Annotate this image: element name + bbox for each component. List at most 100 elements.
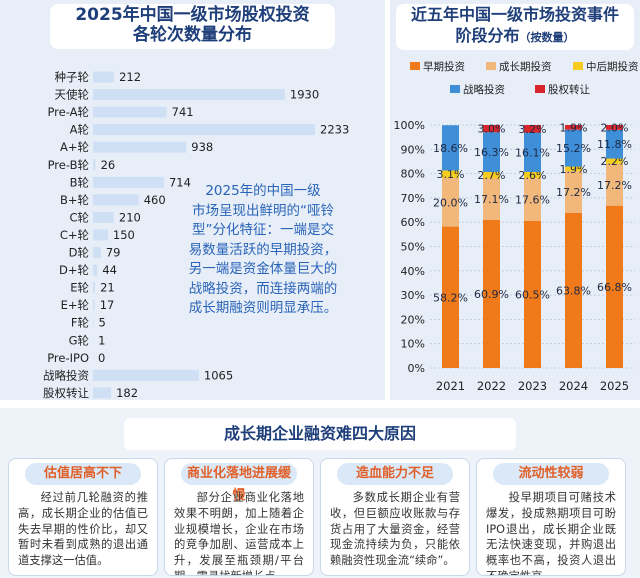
stack-segment bbox=[606, 125, 623, 130]
y-tick-label: 80% bbox=[401, 168, 425, 181]
category-label: E轮 bbox=[70, 281, 89, 295]
segment-label: 3.0% bbox=[478, 123, 506, 136]
reasons-header: 成长期企业融资难四大原因 bbox=[124, 418, 516, 450]
reason-card-text: 部分企业商业化落地效果不明朗，加上随着企业规模增长，企业在市场的竞争加剧、运营成… bbox=[174, 491, 304, 575]
legend-swatch bbox=[450, 85, 460, 93]
right-chart-title-note: （按数量） bbox=[519, 31, 575, 44]
bar bbox=[93, 89, 285, 101]
category-label: G轮 bbox=[69, 333, 90, 347]
stack-segment bbox=[442, 170, 459, 178]
right-chart-title-line2: 阶段分布 bbox=[455, 26, 520, 45]
stack-segment bbox=[524, 220, 541, 368]
quote-line: 2025年的中国一级 bbox=[205, 183, 321, 199]
segment-label: 1.9% bbox=[560, 121, 588, 134]
stack-segment bbox=[606, 205, 623, 368]
y-tick-label: 20% bbox=[401, 313, 425, 326]
value-label: 460 bbox=[144, 193, 166, 207]
category-label: 天使轮 bbox=[55, 88, 90, 102]
legend-label: 中后期投资 bbox=[586, 60, 639, 73]
reason-card-title: 商业化落地进展缓慢 bbox=[181, 463, 297, 503]
stack-segment bbox=[442, 125, 459, 171]
segment-label: 11.8% bbox=[597, 138, 632, 151]
bar bbox=[93, 176, 164, 188]
legend-swatch bbox=[535, 85, 545, 93]
segment-label: 17.6% bbox=[515, 194, 550, 207]
segment-label: 20.0% bbox=[433, 196, 468, 209]
value-label: 1065 bbox=[204, 368, 233, 382]
reason-card-title: 流动性较弱 bbox=[493, 463, 609, 485]
stack-segment bbox=[524, 171, 541, 179]
category-label: Pre-A轮 bbox=[47, 105, 89, 119]
category-label: D+轮 bbox=[59, 263, 89, 277]
stack-segment bbox=[524, 132, 541, 172]
bar bbox=[93, 387, 112, 399]
segment-label: 16.3% bbox=[474, 146, 509, 159]
legend-swatch bbox=[573, 62, 583, 70]
legend-label: 战略投资 bbox=[463, 83, 505, 96]
y-tick-label: 90% bbox=[401, 143, 425, 156]
stack-segment bbox=[483, 125, 500, 133]
value-label: 26 bbox=[101, 158, 116, 172]
bar bbox=[93, 141, 187, 153]
stack-segment bbox=[524, 125, 541, 133]
category-label: F轮 bbox=[71, 316, 90, 330]
segment-label: 3.1% bbox=[437, 168, 465, 181]
legend-label: 成长期投资 bbox=[499, 60, 552, 73]
bar bbox=[93, 264, 98, 276]
value-label: 150 bbox=[113, 228, 135, 242]
category-label: 股权转让 bbox=[43, 386, 89, 400]
stack-segment bbox=[483, 178, 500, 221]
segment-label: 16.1% bbox=[515, 146, 550, 159]
left-chart-title-line2: 各轮次数量分布 bbox=[133, 25, 252, 45]
bar bbox=[93, 247, 101, 258]
stack-segment bbox=[565, 166, 582, 172]
y-tick-label: 70% bbox=[401, 192, 425, 205]
bar bbox=[93, 299, 95, 311]
segment-label: 60.5% bbox=[515, 288, 550, 301]
stack-segment bbox=[483, 132, 500, 172]
category-label: B+轮 bbox=[60, 193, 90, 207]
category-label: A+轮 bbox=[60, 140, 90, 154]
bar bbox=[93, 282, 96, 294]
bar bbox=[93, 159, 96, 171]
value-label: 0 bbox=[98, 351, 105, 365]
segment-label: 2.6% bbox=[519, 169, 547, 182]
value-label: 938 bbox=[191, 140, 213, 154]
category-label: B轮 bbox=[70, 175, 90, 189]
right-chart-title: 近五年中国一级市场投资事件 阶段分布（按数量） bbox=[396, 4, 634, 50]
left-chart-title-line1: 2025年中国一级市场股权投资 bbox=[75, 5, 310, 25]
value-label: 79 bbox=[106, 246, 121, 260]
quote-line: 型”分化特征：一端是交 bbox=[192, 222, 334, 238]
reason-card: 造血能力不足 多数成长期企业有营收，但巨额应收账款与存货占用了大量资金，经营现金… bbox=[320, 458, 470, 576]
value-label: 210 bbox=[119, 210, 141, 224]
category-label: C轮 bbox=[69, 210, 89, 224]
value-label: 21 bbox=[100, 281, 115, 295]
y-tick-label: 10% bbox=[401, 338, 425, 351]
segment-label: 60.9% bbox=[474, 288, 509, 301]
category-label: D轮 bbox=[69, 246, 90, 260]
reason-card-text: 经过前几轮融资的推高，成长期企业的估值已失去早期的性价比，却又暂时未看到成熟的退… bbox=[18, 491, 148, 568]
bar bbox=[93, 194, 139, 206]
segment-label: 17.1% bbox=[474, 193, 509, 206]
stack-segment bbox=[606, 129, 623, 159]
stack-segment bbox=[524, 178, 541, 221]
left-chart-title: 2025年中国一级市场股权投资 各轮次数量分布 bbox=[50, 4, 335, 49]
value-label: 2233 bbox=[320, 123, 349, 137]
reason-card: 流动性较弱 投早期项目可赌技术爆发，投成熟期项目可盼IPO退出，成长期企业既无法… bbox=[476, 458, 626, 576]
bar bbox=[93, 124, 315, 136]
bar bbox=[93, 71, 115, 83]
legend-label: 早期投资 bbox=[423, 60, 465, 73]
segment-label: 66.8% bbox=[597, 281, 632, 294]
quote-line: 易数量活跃的早期投资， bbox=[188, 241, 338, 258]
stack-segment bbox=[565, 171, 582, 213]
right-chart-title-line1: 近五年中国一级市场投资事件 bbox=[410, 5, 619, 24]
x-tick-label: 2022 bbox=[477, 379, 506, 393]
value-label: 714 bbox=[169, 175, 191, 189]
bar bbox=[93, 229, 108, 241]
quote-line: 战略投资，而连接两端的 bbox=[188, 280, 338, 297]
category-label: C+轮 bbox=[60, 228, 90, 242]
reason-card-text: 投早期项目可赌技术爆发，投成熟期项目可盼IPO退出，成长期企业既无法快速变现，并… bbox=[486, 491, 616, 575]
segment-label: 18.6% bbox=[433, 142, 468, 155]
bar bbox=[93, 211, 114, 223]
x-tick-label: 2025 bbox=[600, 379, 629, 393]
